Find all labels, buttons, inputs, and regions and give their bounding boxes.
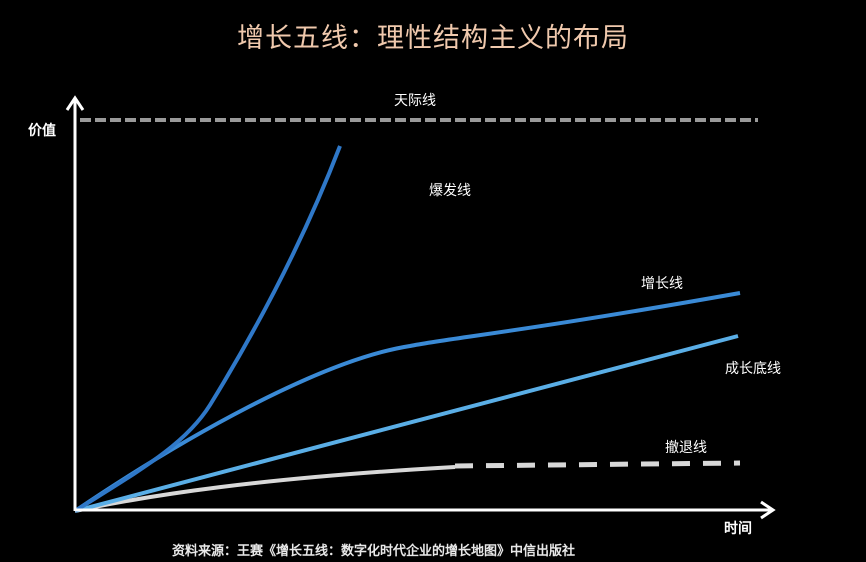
baseline-line-label: 成长底线 bbox=[725, 361, 781, 377]
growth-line-label: 增长线 bbox=[641, 276, 683, 292]
retreat-line-label: 撤退线 bbox=[665, 440, 707, 456]
x-axis-arrow-icon bbox=[760, 500, 776, 520]
ceiling-line-label: 天际线 bbox=[394, 93, 436, 109]
diagram-title: 增长五线：理性结构主义的布局 bbox=[237, 23, 629, 54]
y-axis-label: 价值 bbox=[28, 123, 56, 139]
explosion-line bbox=[73, 145, 342, 513]
growth-line bbox=[73, 291, 741, 513]
retreat-line-dashed bbox=[454, 460, 741, 469]
y-axis-arrow-icon bbox=[65, 95, 85, 111]
explosion-line-label: 爆发线 bbox=[429, 183, 471, 199]
baseline-line bbox=[74, 334, 739, 513]
x-axis-label: 时间 bbox=[724, 521, 752, 537]
source-citation: 资料来源：王赛《增长五线：数字化时代企业的增长地图》中信出版社 bbox=[172, 544, 576, 559]
